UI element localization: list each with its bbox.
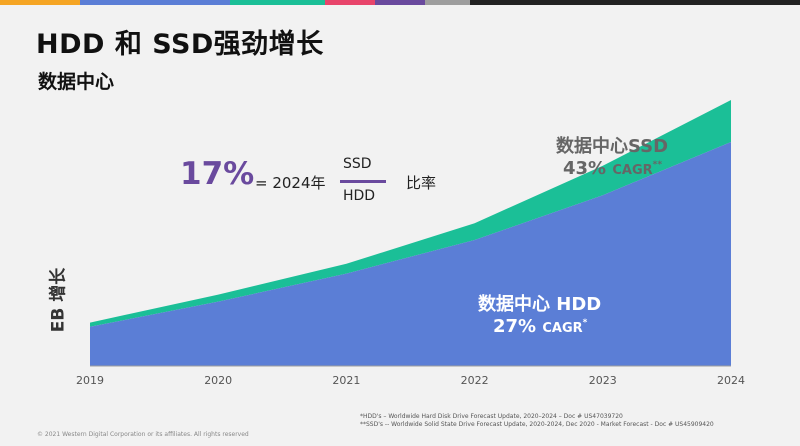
y-axis-label: EB 增长: [48, 267, 69, 333]
hdd-cagr-label: 27% CAGR*: [493, 316, 587, 337]
x-tick-label: 2023: [589, 374, 617, 387]
x-tick-label: 2021: [332, 374, 360, 387]
top-bar-segment-teal: [230, 0, 325, 5]
top-bar-segment-gray: [425, 0, 470, 5]
ratio-equals-text: = 2024年: [255, 174, 326, 192]
hdd-cagr-suffix: CAGR: [542, 321, 583, 336]
top-bar-segment-orange: [0, 0, 80, 5]
ssd-series-label: 数据中心SSD: [556, 136, 669, 157]
ratio-numerator: SSD: [343, 156, 372, 172]
ssd-cagr-suffix: CAGR: [612, 163, 653, 178]
top-bar-segment-purple: [375, 0, 425, 5]
page-title: HDD 和 SSD强劲增长: [36, 29, 324, 60]
copyright-notice: © 2021 Western Digital Corporation or it…: [37, 431, 249, 438]
top-bar-segment-black: [470, 0, 800, 5]
hdd-series-label: 数据中心 HDD: [478, 294, 602, 315]
ratio-word: 比率: [406, 174, 437, 192]
top-bar-segment-blue: [80, 0, 230, 5]
x-tick-label: 2020: [204, 374, 232, 387]
ssd-cagr-footnote-mark: **: [652, 160, 663, 170]
footnote-ssd: **SSD's -- Worldwide Solid State Drive F…: [360, 421, 714, 428]
page-subtitle: 数据中心: [38, 71, 115, 93]
footnotes: *HDD's – Worldwide Hard Disk Drive Forec…: [360, 413, 714, 429]
ratio-percent: 17%: [180, 156, 255, 192]
x-tick-label: 2022: [461, 374, 489, 387]
top-color-bar: [0, 0, 800, 5]
footnote-hdd: *HDD's – Worldwide Hard Disk Drive Forec…: [360, 413, 623, 420]
hdd-cagr-footnote-mark: *: [582, 318, 588, 328]
ratio-denominator: HDD: [343, 188, 376, 204]
x-axis-ticks: 2019 2020 2021 2022 2023 2024: [76, 374, 745, 387]
ssd-cagr-value: 43%: [563, 158, 607, 179]
top-bar-segment-pink: [325, 0, 375, 5]
x-tick-label: 2019: [76, 374, 104, 387]
hdd-area: [90, 142, 731, 366]
hdd-cagr-value: 27%: [493, 316, 537, 337]
ssd-cagr-label: 43% CAGR**: [563, 158, 662, 179]
chart-areas: [90, 100, 731, 366]
ratio-fraction-bar: [340, 180, 386, 183]
x-tick-label: 2024: [717, 374, 745, 387]
